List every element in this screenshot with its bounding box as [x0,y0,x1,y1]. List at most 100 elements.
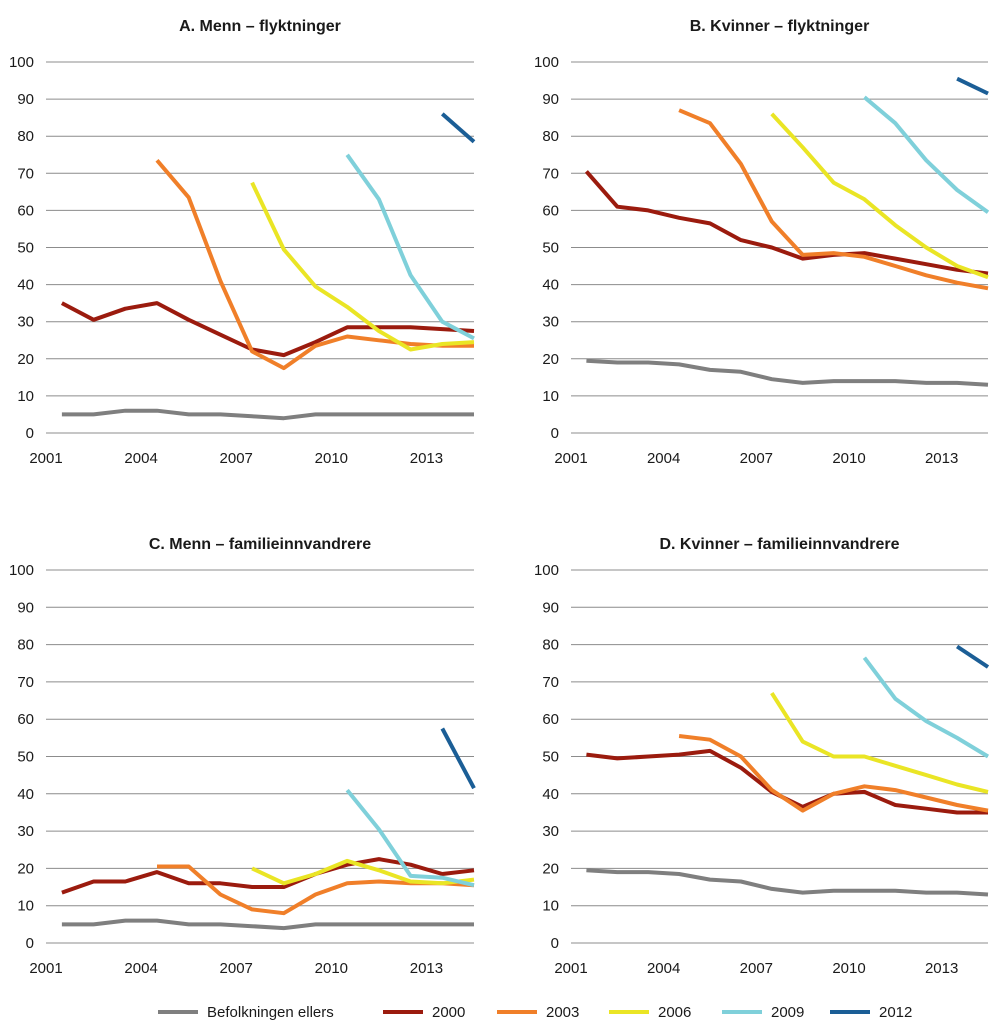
chart-panel-4: D. Kvinner – familieinnvandrere 0 10 20 30 40… [534,536,990,977]
x-tick-label: 2010 [315,450,348,467]
x-tick-label: 2004 [647,450,680,467]
y-tick-label: 80 [17,128,34,145]
y-tick-label: 90 [17,599,34,616]
chart-title: D. Kvinner – familieinnvandrere [659,536,899,553]
x-tick-label: 2013 [925,960,958,977]
y-tick-label: 70 [17,674,34,691]
x-tick-label: 2004 [124,450,157,467]
y-tick-label: 90 [542,91,559,108]
x-tick-label: 2013 [410,960,443,977]
legend-item: 2006 [609,1004,691,1021]
x-tick-label: 2007 [220,960,253,977]
series-line-2009 [345,788,475,888]
y-tick-label: 100 [9,54,34,71]
y-tick-label: 30 [17,314,34,331]
x-tick-label: 2007 [740,960,773,977]
series-line-2000 [586,748,988,815]
series-line-2009 [862,656,990,759]
legend-label: 2009 [771,1004,804,1021]
x-tick-label: 2001 [554,960,587,977]
y-tick-label: 20 [542,351,559,368]
legend-item: 2003 [497,1004,579,1021]
y-tick-label: 20 [17,860,34,877]
y-tick-label: 0 [551,425,559,442]
series-line-2012 [440,727,476,790]
series-line-befolkningen-ellers [61,918,474,931]
y-tick-label: 60 [542,202,559,219]
y-tick-label: 0 [26,425,34,442]
y-tick-label: 40 [17,277,34,294]
legend: Befolkningen ellers 2000 2003 2006 2009 2012 [158,1004,912,1021]
series-line-2000 [584,170,989,276]
legend-label: 2006 [658,1004,691,1021]
y-tick-label: 60 [17,202,34,219]
y-tick-label: 40 [17,786,34,803]
chart-title: B. Kvinner – flyktninger [690,18,870,35]
y-tick-label: 80 [542,128,559,145]
series-line-2012 [440,112,476,144]
series-line-2006 [251,858,475,886]
y-tick-label: 60 [17,711,34,728]
series-line-2006 [250,181,475,352]
series-line-2003 [155,159,474,371]
x-tick-label: 2010 [832,450,865,467]
series-line-befolkningen-ellers [586,868,989,897]
chart-panel-3: C. Menn – familieinnvandrere 0 10 20 30 40 50 6… [9,536,476,977]
chart-title: C. Menn – familieinnvandrere [149,536,371,553]
chart-panel-1: A. Menn – flyktninger 0 10 20 30 40 50 60 70 80 90… [9,18,476,467]
y-tick-label: 50 [542,749,559,766]
y-tick-label: 10 [542,388,559,405]
series-line-2003 [678,734,989,813]
legend-item: Befolkningen ellers [158,1004,334,1021]
legend-item: 2009 [722,1004,804,1021]
y-tick-label: 40 [542,277,559,294]
chart-panels: A. Menn – flyktninger 0 10 20 30 40 50 60 70 80 90… [9,18,990,977]
series-line-2003 [678,108,989,291]
y-tick-label: 100 [9,562,34,579]
chart-title: A. Menn – flyktninger [179,18,341,35]
series-line-2012 [955,644,990,669]
y-tick-label: 0 [551,935,559,952]
x-tick-label: 2004 [124,960,157,977]
x-tick-label: 2007 [220,450,253,467]
legend-label: 2003 [546,1004,579,1021]
y-tick-label: 10 [17,898,34,915]
series-line-2000 [60,301,475,358]
y-tick-label: 80 [17,637,34,654]
y-tick-label: 50 [17,749,34,766]
x-tick-label: 2010 [832,960,865,977]
y-tick-label: 60 [542,711,559,728]
series-line-2006 [770,692,989,794]
y-tick-label: 30 [542,823,559,840]
y-tick-label: 40 [542,786,559,803]
series-line-2012 [956,76,989,96]
x-tick-label: 2013 [410,450,443,467]
y-tick-label: 30 [17,823,34,840]
x-tick-label: 2001 [554,450,587,467]
y-tick-label: 0 [26,935,34,952]
y-tick-label: 50 [17,240,34,257]
series-line-befolkningen-ellers [586,358,989,387]
y-tick-label: 20 [542,860,559,877]
series-line-2009 [345,153,475,341]
series-line-2006 [770,112,989,280]
x-tick-label: 2007 [740,450,773,467]
series-line-2000 [61,857,475,895]
y-tick-label: 50 [542,240,559,257]
legend-item: 2000 [383,1004,465,1021]
legend-label: Befolkningen ellers [207,1004,334,1021]
y-tick-label: 70 [17,165,34,182]
y-tick-label: 90 [17,91,34,108]
y-tick-label: 80 [542,637,559,654]
x-tick-label: 2001 [29,450,62,467]
y-tick-label: 20 [17,351,34,368]
y-tick-label: 100 [534,54,559,71]
x-tick-label: 2010 [315,960,348,977]
x-tick-label: 2013 [925,450,958,467]
series-line-2009 [863,95,990,214]
y-tick-label: 90 [542,599,559,616]
series-line-befolkningen-ellers [61,408,474,421]
y-tick-label: 10 [542,898,559,915]
legend-label: 2000 [432,1004,465,1021]
